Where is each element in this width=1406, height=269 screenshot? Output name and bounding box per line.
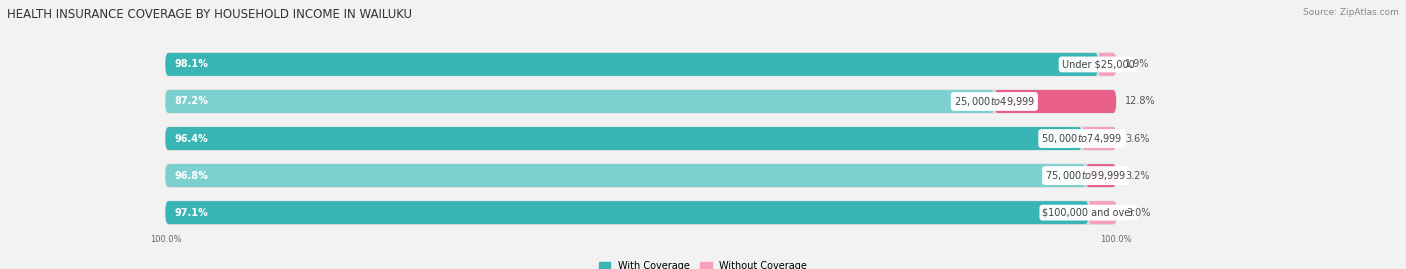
Text: 96.4%: 96.4% (174, 133, 208, 144)
Text: 3.6%: 3.6% (1125, 133, 1150, 144)
Text: $100,000 and over: $100,000 and over (1042, 208, 1135, 218)
Text: 100.0%: 100.0% (149, 235, 181, 244)
FancyBboxPatch shape (166, 201, 1088, 224)
FancyBboxPatch shape (1098, 53, 1116, 76)
FancyBboxPatch shape (166, 53, 1116, 76)
Text: 97.1%: 97.1% (174, 208, 208, 218)
Legend: With Coverage, Without Coverage: With Coverage, Without Coverage (595, 257, 811, 269)
Text: 100.0%: 100.0% (1101, 235, 1132, 244)
FancyBboxPatch shape (166, 90, 1116, 113)
FancyBboxPatch shape (166, 164, 1116, 187)
FancyBboxPatch shape (994, 90, 1116, 113)
Text: $25,000 to $49,999: $25,000 to $49,999 (953, 95, 1035, 108)
FancyBboxPatch shape (166, 201, 1116, 224)
FancyBboxPatch shape (166, 127, 1116, 150)
Text: 98.1%: 98.1% (174, 59, 208, 69)
FancyBboxPatch shape (166, 164, 1085, 187)
Text: Source: ZipAtlas.com: Source: ZipAtlas.com (1303, 8, 1399, 17)
Text: 96.8%: 96.8% (174, 171, 208, 180)
FancyBboxPatch shape (1081, 127, 1116, 150)
Text: 12.8%: 12.8% (1125, 97, 1156, 107)
Text: $75,000 to $99,999: $75,000 to $99,999 (1045, 169, 1126, 182)
FancyBboxPatch shape (1085, 164, 1116, 187)
FancyBboxPatch shape (166, 53, 1098, 76)
Text: $50,000 to $74,999: $50,000 to $74,999 (1042, 132, 1122, 145)
Text: 87.2%: 87.2% (174, 97, 208, 107)
Text: 1.9%: 1.9% (1125, 59, 1150, 69)
Text: Under $25,000: Under $25,000 (1062, 59, 1135, 69)
FancyBboxPatch shape (166, 90, 994, 113)
FancyBboxPatch shape (1088, 201, 1116, 224)
Text: HEALTH INSURANCE COVERAGE BY HOUSEHOLD INCOME IN WAILUKU: HEALTH INSURANCE COVERAGE BY HOUSEHOLD I… (7, 8, 412, 21)
Text: 3.0%: 3.0% (1126, 208, 1150, 218)
FancyBboxPatch shape (166, 127, 1081, 150)
Text: 3.2%: 3.2% (1125, 171, 1150, 180)
